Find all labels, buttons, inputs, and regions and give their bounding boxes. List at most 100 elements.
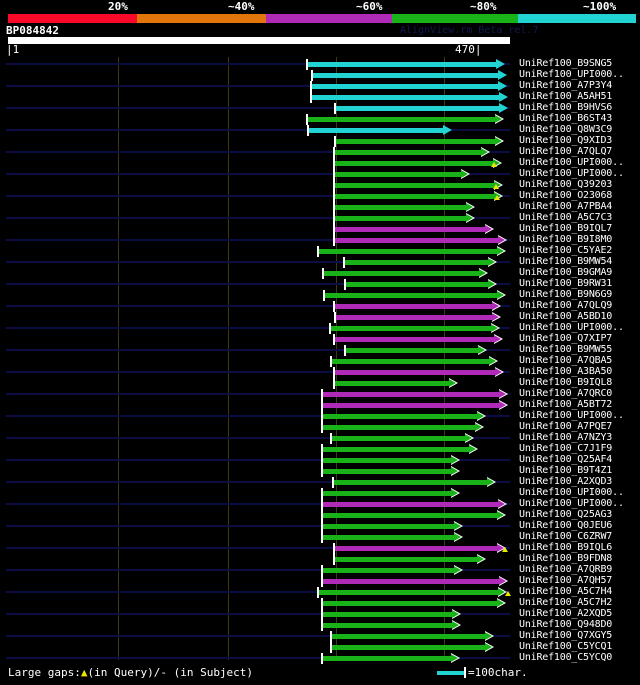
hit-alignment-bar[interactable] [332, 634, 485, 639]
hit-row[interactable] [0, 312, 640, 323]
hit-label[interactable]: UniRef100_B9IQL7 [519, 223, 613, 234]
hit-row[interactable] [0, 191, 640, 202]
hit-label[interactable]: UniRef100_UPI000.. [519, 322, 624, 333]
hit-row[interactable] [0, 400, 640, 411]
hit-alignment-bar[interactable] [323, 502, 498, 507]
hit-alignment-bar[interactable] [323, 568, 454, 573]
hit-label[interactable]: UniRef100_A7QRB9 [519, 564, 613, 575]
hit-alignment-bar[interactable] [335, 227, 485, 232]
hit-label[interactable]: UniRef100_Q25AG3 [519, 509, 613, 520]
hit-label[interactable]: UniRef100_C5YAE2 [519, 245, 613, 256]
hit-alignment-bar[interactable] [319, 590, 498, 595]
hit-label[interactable]: UniRef100_A7QBA5 [519, 355, 613, 366]
hit-label[interactable]: UniRef100_B9MW55 [519, 344, 613, 355]
hit-alignment-bar[interactable] [309, 128, 443, 133]
hit-row[interactable] [0, 59, 640, 70]
hit-alignment-bar[interactable] [308, 117, 495, 122]
hit-label[interactable]: UniRef100_B9T4Z1 [519, 465, 613, 476]
hit-alignment-bar[interactable] [335, 370, 495, 375]
hit-alignment-bar[interactable] [335, 216, 466, 221]
hit-alignment-bar[interactable] [319, 249, 497, 254]
hit-label[interactable]: UniRef100_B9GMA9 [519, 267, 613, 278]
hit-row[interactable] [0, 433, 640, 444]
hit-row[interactable] [0, 136, 640, 147]
hit-alignment-bar[interactable] [323, 414, 477, 419]
hit-label[interactable]: UniRef100_UPI000.. [519, 168, 624, 179]
hit-label[interactable]: UniRef100_Q8W3C9 [519, 124, 613, 135]
hit-alignment-bar[interactable] [346, 348, 478, 353]
hit-alignment-bar[interactable] [323, 447, 469, 452]
hit-alignment-bar[interactable] [332, 645, 485, 650]
hit-row[interactable] [0, 114, 640, 125]
hit-alignment-bar[interactable] [335, 183, 494, 188]
hit-row[interactable] [0, 323, 640, 334]
hit-row[interactable] [0, 587, 640, 598]
hit-row[interactable] [0, 70, 640, 81]
hit-alignment-bar[interactable] [323, 392, 499, 397]
hit-row[interactable] [0, 565, 640, 576]
hit-label[interactable]: UniRef100_B9IQL6 [519, 542, 613, 553]
hit-alignment-bar[interactable] [346, 282, 488, 287]
hit-row[interactable] [0, 532, 640, 543]
hit-row[interactable] [0, 213, 640, 224]
hit-alignment-bar[interactable] [312, 95, 499, 100]
hit-label[interactable]: UniRef100_UPI000.. [519, 410, 624, 421]
hit-row[interactable] [0, 125, 640, 136]
hit-row[interactable] [0, 257, 640, 268]
hit-alignment-bar[interactable] [323, 469, 451, 474]
hit-alignment-bar[interactable] [335, 381, 449, 386]
hit-row[interactable] [0, 389, 640, 400]
hit-label[interactable]: UniRef100_B9FDN8 [519, 553, 613, 564]
hit-row[interactable] [0, 378, 640, 389]
hit-alignment-bar[interactable] [313, 73, 498, 78]
hit-label[interactable]: UniRef100_A5C7H2 [519, 597, 613, 608]
hit-alignment-bar[interactable] [323, 491, 451, 496]
hit-label[interactable]: UniRef100_A7QH57 [519, 575, 613, 586]
hit-row[interactable] [0, 301, 640, 312]
hit-alignment-bar[interactable] [308, 62, 496, 67]
hit-row[interactable] [0, 246, 640, 257]
hit-row[interactable] [0, 466, 640, 477]
hit-alignment-bar[interactable] [335, 557, 477, 562]
hit-alignment-bar[interactable] [335, 205, 466, 210]
hit-alignment-bar[interactable] [336, 106, 499, 111]
hit-label[interactable]: UniRef100_B6ST43 [519, 113, 613, 124]
hit-label[interactable]: UniRef100_UPI000.. [519, 487, 624, 498]
hit-alignment-bar[interactable] [323, 425, 475, 430]
hit-row[interactable] [0, 598, 640, 609]
hit-row[interactable] [0, 653, 640, 664]
hit-alignment-bar[interactable] [323, 579, 499, 584]
hit-alignment-bar[interactable] [335, 172, 461, 177]
hit-label[interactable]: UniRef100_UPI000.. [519, 498, 624, 509]
hit-row[interactable] [0, 609, 640, 620]
hit-label[interactable]: UniRef100_C7J1F9 [519, 443, 613, 454]
hit-alignment-bar[interactable] [334, 480, 487, 485]
hit-alignment-bar[interactable] [335, 337, 494, 342]
hit-row[interactable] [0, 620, 640, 631]
hit-alignment-bar[interactable] [323, 601, 497, 606]
hit-row[interactable] [0, 345, 640, 356]
hit-label[interactable]: UniRef100_B9MW54 [519, 256, 613, 267]
hit-row[interactable] [0, 455, 640, 466]
hit-alignment-bar[interactable] [335, 161, 493, 166]
hit-row[interactable] [0, 147, 640, 158]
hit-alignment-bar[interactable] [336, 139, 495, 144]
hit-row[interactable] [0, 521, 640, 532]
hit-label[interactable]: UniRef100_B9IQL8 [519, 377, 613, 388]
hit-row[interactable] [0, 488, 640, 499]
hit-label[interactable]: UniRef100_O23068 [519, 190, 613, 201]
hit-label[interactable]: UniRef100_A2XQD5 [519, 608, 613, 619]
hit-label[interactable]: UniRef100_A7QLQ9 [519, 300, 613, 311]
hit-alignment-bar[interactable] [336, 315, 492, 320]
hit-label[interactable]: UniRef100_Q0JEU6 [519, 520, 613, 531]
hit-row[interactable] [0, 510, 640, 521]
hit-alignment-bar[interactable] [335, 304, 492, 309]
hit-label[interactable]: UniRef100_A2XQD3 [519, 476, 613, 487]
hit-alignment-bar[interactable] [323, 513, 497, 518]
hit-alignment-bar[interactable] [324, 271, 479, 276]
hit-row[interactable] [0, 576, 640, 587]
hit-label[interactable]: UniRef100_A7P3Y4 [519, 80, 613, 91]
hit-row[interactable] [0, 290, 640, 301]
hit-label[interactable]: UniRef100_A3BA50 [519, 366, 613, 377]
hit-row[interactable] [0, 422, 640, 433]
